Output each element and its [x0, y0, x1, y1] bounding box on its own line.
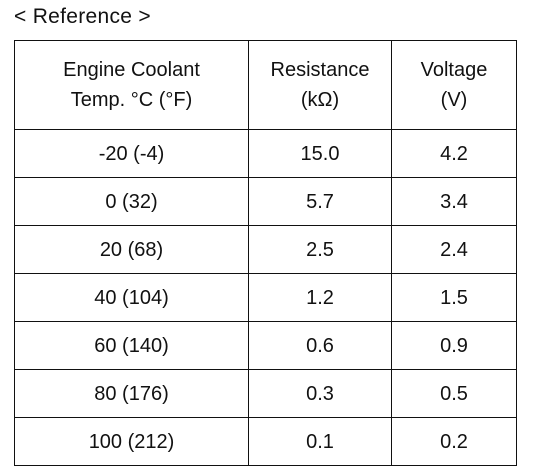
header-temp: Engine Coolant Temp. °C (°F) — [14, 40, 249, 130]
resistance-cell: 5.7 — [248, 177, 392, 226]
table-row: 40 (104) 1.2 1.5 — [14, 273, 517, 322]
header-resistance-line1: Resistance — [270, 59, 370, 81]
header-resistance-line2: (kΩ) — [300, 89, 340, 111]
voltage-cell: 0.9 — [391, 321, 517, 370]
resistance-cell: 0.3 — [248, 369, 392, 418]
temp-cell: 0 (32) — [14, 177, 249, 226]
table-row: 60 (140) 0.6 0.9 — [14, 321, 517, 370]
temp-cell: 20 (68) — [14, 225, 249, 274]
table-row: 100 (212) 0.1 0.2 — [14, 417, 517, 466]
header-voltage: Voltage (V) — [391, 40, 517, 130]
voltage-cell: 1.5 — [391, 273, 517, 322]
resistance-cell: 0.1 — [248, 417, 392, 466]
voltage-cell: 3.4 — [391, 177, 517, 226]
temp-cell: 40 (104) — [14, 273, 249, 322]
header-temp-line2: Temp. °C (°F) — [70, 89, 193, 111]
voltage-cell: 4.2 — [391, 129, 517, 178]
resistance-cell: 1.2 — [248, 273, 392, 322]
voltage-cell: 2.4 — [391, 225, 517, 274]
voltage-cell: 0.2 — [391, 417, 517, 466]
resistance-cell: 15.0 — [248, 129, 392, 178]
temp-cell: 100 (212) — [14, 417, 249, 466]
table-row: 20 (68) 2.5 2.4 — [14, 225, 517, 274]
resistance-cell: 0.6 — [248, 321, 392, 370]
reference-heading: < Reference > — [14, 5, 151, 28]
coolant-sensor-table: Engine Coolant Temp. °C (°F) Resistance … — [14, 40, 517, 466]
table-row: -20 (-4) 15.0 4.2 — [14, 129, 517, 178]
resistance-cell: 2.5 — [248, 225, 392, 274]
temp-cell: 80 (176) — [14, 369, 249, 418]
header-voltage-line1: Voltage — [420, 59, 488, 81]
temp-cell: -20 (-4) — [14, 129, 249, 178]
table-header-row: Engine Coolant Temp. °C (°F) Resistance … — [14, 40, 517, 130]
voltage-cell: 0.5 — [391, 369, 517, 418]
temp-cell: 60 (140) — [14, 321, 249, 370]
table-row: 80 (176) 0.3 0.5 — [14, 369, 517, 418]
header-resistance: Resistance (kΩ) — [248, 40, 392, 130]
table-row: 0 (32) 5.7 3.4 — [14, 177, 517, 226]
header-temp-line1: Engine Coolant — [63, 59, 200, 81]
header-voltage-line2: (V) — [440, 89, 468, 111]
